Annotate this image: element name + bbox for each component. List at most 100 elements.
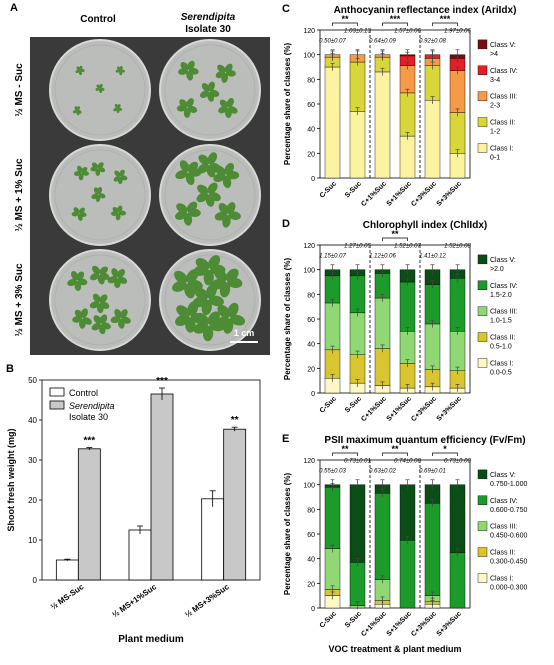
- legend-label: Class II:: [490, 550, 515, 557]
- plant-leaf: [222, 175, 232, 189]
- plant-leaf: [187, 161, 199, 173]
- mean-label: 0.63±0.02: [369, 468, 396, 474]
- y-axis-label: Percentage share of classes (%): [283, 43, 292, 166]
- significance-bracket: [432, 452, 458, 456]
- bar: [128, 529, 152, 581]
- mean-label: 1.52±0.07: [394, 243, 421, 249]
- plant-leaf: [76, 271, 85, 281]
- petri-dish-rim: [164, 149, 256, 241]
- panel-letter: D: [282, 218, 290, 230]
- legend-label: Class V:: [490, 472, 516, 479]
- y-tick-label: 100: [303, 53, 315, 60]
- plant-leaf: [73, 171, 82, 176]
- plant-leaf: [207, 81, 215, 92]
- y-tick-label: 40: [307, 127, 315, 134]
- significance-label: **: [341, 14, 349, 24]
- legend-label: Class II:: [490, 120, 515, 127]
- stacked-segment: [449, 484, 466, 553]
- legend-swatch: [477, 573, 488, 583]
- plant-leaf: [226, 97, 234, 108]
- stacked-segment: [349, 61, 366, 112]
- plant-leaf: [227, 302, 239, 318]
- legend-label: Class I:: [490, 575, 513, 582]
- legend-range: 3-4: [490, 77, 500, 84]
- plot-frame: [319, 244, 471, 394]
- y-tick-label: 0: [311, 176, 315, 183]
- plant-leaf: [114, 309, 122, 319]
- significance-bracket: [382, 452, 408, 456]
- x-tick-label: S+3%Suc: [436, 610, 463, 637]
- legend-label: Class V:: [490, 42, 516, 49]
- panel-a-letter: A: [10, 2, 18, 14]
- mean-label: 0.69±0.01: [419, 468, 446, 474]
- bar: [55, 559, 79, 581]
- significance-bracket: [382, 22, 408, 26]
- plant-leaf: [89, 301, 100, 309]
- y-axis-label: Percentage share of classes (%): [283, 258, 292, 381]
- chart-b-svg: B 0 10 20 30 40 50 Shoot fresh weight (mg) *** ½ …: [6, 363, 261, 645]
- x-tick-label: C-Suc: [319, 395, 338, 414]
- plant-leaf: [67, 278, 77, 286]
- mean-label: 1.97±0.06: [444, 28, 471, 34]
- y-tick-label: 120: [303, 243, 315, 250]
- plant-leaf: [197, 163, 210, 174]
- stacked-segment: [449, 552, 466, 609]
- panel-b: B 0 10 20 30 40 50 Shoot fresh weight (mg) *** ½ …: [0, 362, 275, 660]
- legend-range: 1.0-1.5: [490, 318, 512, 325]
- plant-leaf: [187, 60, 195, 71]
- stacked-segment: [374, 71, 391, 179]
- mean-label: 0.92±0.08: [419, 38, 446, 44]
- stacked-segment: [349, 562, 366, 606]
- plant-leaf: [201, 83, 210, 92]
- legend-label: Class IV:: [490, 498, 518, 505]
- y-tick-label: 30: [28, 456, 37, 465]
- plant-leaf: [111, 268, 119, 278]
- plant-leaf: [96, 187, 103, 195]
- plant-leaf: [98, 193, 106, 199]
- y-tick-label: 80: [307, 292, 315, 299]
- mean-label: 1.12±0.06: [369, 253, 396, 259]
- y-tick-label: 60: [307, 317, 315, 324]
- x-tick-label: C+3%Suc: [410, 395, 438, 423]
- stacked-segment: [349, 275, 366, 314]
- petri-dish-rim: [54, 149, 146, 241]
- plant-leaf: [230, 314, 246, 326]
- plant-leaf: [97, 162, 104, 169]
- stacked-segment: [374, 297, 391, 349]
- legend-range: 2-3: [490, 103, 500, 110]
- stacked-segment: [424, 100, 441, 179]
- y-tick-label: 100: [303, 483, 315, 490]
- plant-leaf: [77, 165, 83, 173]
- panel-e: E PSII maximum quantum efficiency (Fv/Fm)…: [278, 430, 554, 660]
- legend-swatch: [477, 254, 488, 265]
- plant-leaf: [179, 99, 188, 108]
- bar: [77, 448, 101, 581]
- stacked-segment: [324, 548, 341, 590]
- plant-leaf: [207, 152, 218, 165]
- mean-label: 0.74±0.00: [394, 458, 421, 464]
- panel-d: D Chlorophyll index (ChlIdx) 0 20 40 60 80 100 1…: [278, 215, 554, 430]
- x-tick-label: S-Suc: [344, 395, 363, 414]
- panel-c: C Anthocyanin reflectance index (AriIdx) 0…: [278, 0, 554, 215]
- plant-leaf: [174, 270, 188, 284]
- y-tick-label: 40: [307, 557, 315, 564]
- legend-swatch: [477, 65, 488, 75]
- significance-label: *: [443, 444, 447, 454]
- row-label-0: ½ MS - Suc: [14, 63, 25, 117]
- col-header-serendipita: Serendipita: [181, 12, 236, 23]
- legend-swatch: [477, 91, 488, 101]
- x-tick-label: C+1%Suc: [360, 395, 388, 423]
- plant-leaf: [207, 311, 220, 326]
- x-tick-label: S+1%Suc: [386, 610, 413, 637]
- mean-label: 0.73±0.01: [344, 458, 371, 464]
- plant-leaf: [74, 309, 83, 319]
- mean-label: 0.73±0.00: [444, 458, 471, 464]
- y-axis-label: Percentage share of classes (%): [283, 473, 292, 596]
- mean-label: 1.41±0.12: [419, 253, 446, 259]
- stacked-segment: [399, 135, 416, 179]
- y-tick-label: 20: [307, 581, 315, 588]
- legend-swatch-serendipita: [49, 400, 65, 410]
- legend-label: Class II:: [490, 335, 515, 342]
- x-tick-label: C+1%Suc: [360, 180, 388, 208]
- plot-frame: [319, 459, 471, 609]
